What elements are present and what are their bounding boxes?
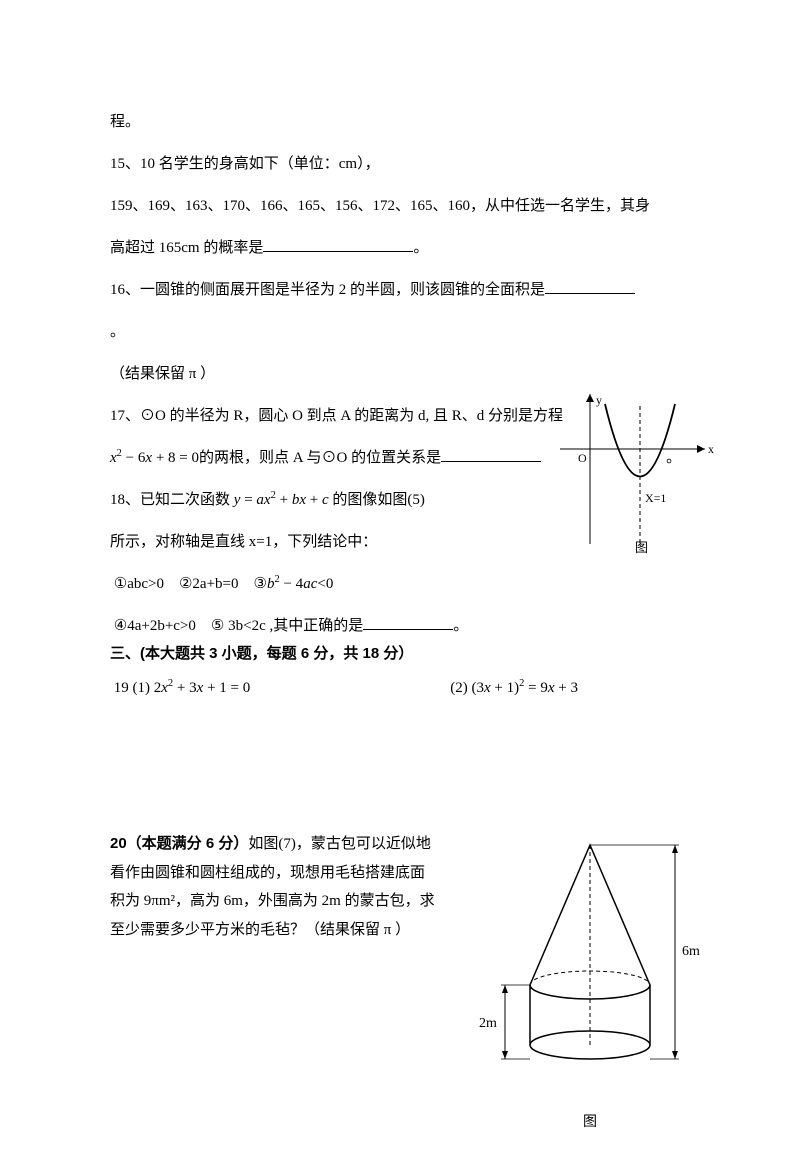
q17-text1: ⊙O 的半径为 R，圆心 O 到点 A 的距离为 d, 且 R、d 分别是方程 (140, 408, 563, 424)
q15-data: 159、169、163、170、166、165、156、172、165、160，… (110, 194, 705, 218)
q20-label: 20（本题满分 6 分） (110, 835, 248, 852)
q18-opt3eq: b2 − 4ac (267, 576, 317, 592)
q18-opt5: ⑤ 3b<2c ,其中正确的是 (211, 618, 363, 634)
q19-part2: (2) (3x + 1)2 = 9x + 3 (450, 676, 578, 700)
section3-heading: 三、(本大题共 3 小题，每题 6 分，共 18 分） (110, 642, 705, 666)
q18-line2: 所示，对称轴是直线 x=1，下列结论中： (110, 530, 530, 554)
x-axis-label: x (708, 442, 714, 456)
q18-text1b: 的图像如图(5) (329, 492, 425, 508)
q14-tail: 程。 (110, 110, 705, 134)
q15-line1: 15、10 名学生的身高如下（单位：cm）， (110, 152, 705, 176)
q15-tail-line: 高超过 165cm 的概率是 。 (110, 236, 705, 260)
q15-tail: 高超过 165cm 的概率是 (110, 240, 263, 256)
y-axis-label: y (596, 394, 602, 407)
q15-period: 。 (413, 240, 428, 256)
q19-label: 19 (114, 680, 129, 696)
q16-period2: 。 (110, 320, 705, 344)
q18-opt3pre: ③ (254, 576, 267, 592)
q18-blank (363, 614, 453, 630)
q16-line: 16、一圆锥的侧面展开图是半径为 2 的半圆，则该圆锥的全面积是 (110, 278, 705, 302)
q19-p2eq: (3x + 1)2 = 9x + 3 (471, 680, 578, 696)
q16-note: （结果保留 π ） (110, 362, 705, 386)
q19-p1lbl: (1) (133, 680, 151, 696)
q17-eq: x2 − 6x + 8 = 0 (110, 450, 199, 466)
h-cyl-label: 2m (479, 1016, 497, 1031)
q20-figure-wrap: 6m 2m 图 (475, 830, 705, 1134)
q18-period: 。 (453, 618, 468, 634)
q18-opts1: ①abc>0 ②2a+b=0 ③b2 − 4ac<0 (110, 572, 530, 596)
q19-row: 19 (1) 2x2 + 3x + 1 = 0 (2) (3x + 1)2 = … (110, 676, 705, 700)
q16-blank (545, 278, 635, 294)
q15-num: 15、 (110, 156, 140, 172)
q16-num: 16、 (110, 282, 140, 298)
h-total-label: 6m (682, 944, 700, 959)
origin-label: O (578, 451, 587, 465)
q15-lead: 10 名学生的身高如下（单位：cm）， (140, 156, 380, 172)
q18-num: 18、 (110, 492, 140, 508)
yurt-figure: 6m 2m (475, 830, 705, 1100)
x1-label: X=1 (645, 491, 666, 505)
q18-opt3post: <0 (317, 576, 333, 592)
parabola-figure: x y O X=1 图 (550, 394, 715, 554)
q17-num: 17、 (110, 408, 140, 424)
q17-blank (441, 446, 541, 462)
q18-opt2: ②2a+b=0 (179, 576, 239, 592)
q18-opt4: ④4a+2b+c>0 (114, 618, 196, 634)
fig2-caption: 图 (475, 1112, 705, 1134)
q18-opt1: ①abc>0 (114, 576, 164, 592)
fig1-caption: 图 (635, 540, 648, 554)
q18-line1: 18、已知二次函数 y = ax2 + bx + c 的图像如图(5) (110, 488, 530, 512)
q15-blank (263, 236, 413, 252)
q19-p1eq: 2x2 + 3x + 1 = 0 (154, 680, 250, 696)
q19-part1: 19 (1) 2x2 + 3x + 1 = 0 (110, 676, 250, 700)
q18-eq1: y = ax2 + bx + c (234, 492, 329, 508)
q17-text2: 的两根，则点 A 与⊙O 的位置关系是 (199, 450, 441, 466)
q19-p2lbl: (2) (450, 680, 468, 696)
q18-opts2: ④4a+2b+c>0 ⑤ 3b<2c ,其中正确的是 。 (110, 614, 705, 638)
q18-text1: 已知二次函数 (140, 492, 234, 508)
q20-text-block: 20（本题满分 6 分）如图(7)，蒙古包可以近似地看作由圆锥和圆柱组成的，现想… (110, 830, 455, 944)
q16-text: 一圆锥的侧面展开图是半径为 2 的半圆，则该圆锥的全面积是 (140, 282, 545, 298)
